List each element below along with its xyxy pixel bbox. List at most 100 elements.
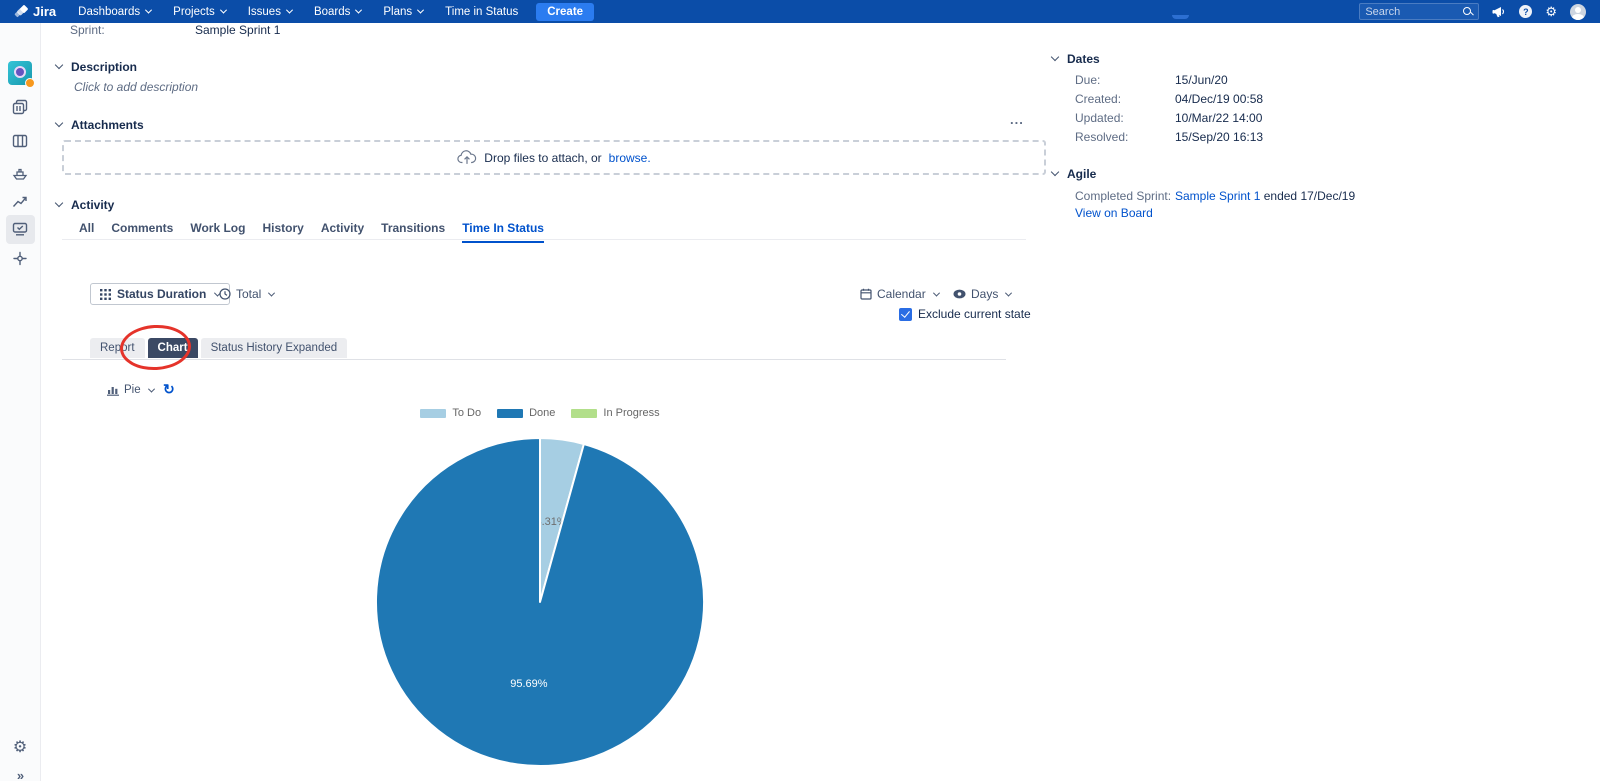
chevron-down-icon <box>145 6 153 14</box>
activity-tab-work-log[interactable]: Work Log <box>190 221 246 235</box>
user-avatar[interactable] <box>1570 3 1586 20</box>
calendar-dropdown-button[interactable]: Calendar <box>860 283 940 305</box>
board-icon[interactable] <box>12 133 28 149</box>
chevron-down-icon <box>285 6 293 14</box>
create-button[interactable]: Create <box>536 2 595 21</box>
exclude-current-state-label: Exclude current state <box>918 307 1031 321</box>
due-value: 15/Jun/20 <box>1175 73 1228 87</box>
brand-name: Jira <box>33 4 57 19</box>
chevron-down-icon <box>219 6 227 14</box>
activity-tab-all[interactable]: All <box>79 221 95 235</box>
legend-item-done[interactable]: Done <box>497 407 555 419</box>
project-avatar-robot-icon <box>14 66 26 78</box>
aggregate-dropdown-button[interactable]: Total <box>219 283 276 305</box>
chevron-down-icon <box>1005 289 1013 297</box>
reports-chart-icon[interactable] <box>12 194 28 210</box>
search-box[interactable] <box>1359 3 1480 20</box>
settings-gear-icon[interactable]: ⚙ <box>1545 4 1557 19</box>
add-item-icon[interactable] <box>13 251 28 266</box>
legend-item-to-do[interactable]: To Do <box>420 407 481 419</box>
view-tab-chart[interactable]: Chart <box>147 338 198 358</box>
activity-tab-transitions[interactable]: Transitions <box>381 221 446 235</box>
sprint-field-value[interactable]: Sample Sprint 1 <box>195 23 281 37</box>
resolved-label: Resolved: <box>1075 130 1129 144</box>
nav-menu-issues[interactable]: Issues <box>248 6 293 18</box>
pie-slice-done[interactable] <box>375 437 705 767</box>
view-tab-status-history-expanded[interactable]: Status History Expanded <box>200 338 348 358</box>
description-section-header[interactable]: Description <box>54 60 137 74</box>
attachments-section-header[interactable]: Attachments <box>54 118 144 132</box>
jira-logo[interactable]: Jira <box>14 4 56 19</box>
chart-legend: To Do Done In Progress <box>370 407 710 419</box>
nav-menu-time-in-status[interactable]: Time in Status <box>445 5 519 18</box>
nav-menu-projects[interactable]: Projects <box>173 6 227 18</box>
chart-type-dropdown-button[interactable]: Pie <box>107 384 155 396</box>
activity-tab-history[interactable]: History <box>262 221 304 235</box>
time-in-status-app-icon[interactable] <box>12 221 28 237</box>
exclude-current-state-control[interactable]: Exclude current state <box>899 307 1031 321</box>
top-navigation-bar: Jira Dashboards Projects Issues Boards P… <box>0 0 1600 23</box>
completed-sprint-value: Sample Sprint 1 ended 17/Dec/19 <box>1175 189 1355 203</box>
nav-menu-boards[interactable]: Boards <box>314 6 363 18</box>
legend-item-in-progress[interactable]: In Progress <box>571 407 660 419</box>
project-settings-gear-icon[interactable]: ⚙ <box>12 739 28 756</box>
legend-label: To Do <box>452 407 482 419</box>
help-icon[interactable]: ? <box>1519 5 1533 18</box>
sidebar-active-highlight <box>6 215 35 244</box>
dropzone-text: Drop files to attach, or <box>484 150 602 165</box>
nav-menu-dashboards[interactable]: Dashboards <box>78 6 153 18</box>
activity-tab-activity[interactable]: Activity <box>320 221 365 235</box>
dates-section-header[interactable]: Dates <box>1050 52 1100 66</box>
project-avatar-badge <box>25 78 35 88</box>
calendar-icon <box>860 288 872 300</box>
activity-tab-time-in-status[interactable]: Time In Status <box>462 221 544 243</box>
project-avatar[interactable] <box>8 61 35 88</box>
activity-section-header[interactable]: Activity <box>54 198 114 212</box>
releases-ship-icon[interactable] <box>12 166 28 182</box>
cut-off-avatar <box>1172 15 1189 19</box>
chevron-down-icon <box>147 385 155 393</box>
completed-sprint-label: Completed Sprint: <box>1075 189 1172 203</box>
clock-icon <box>219 288 231 300</box>
activity-tabs-divider <box>62 239 1026 240</box>
view-on-board-link[interactable]: View on Board <box>1075 206 1153 220</box>
created-label: Created: <box>1075 92 1122 106</box>
search-icon <box>1463 6 1473 17</box>
collapse-chevron-icon <box>54 60 64 70</box>
view-tab-bar: Report Chart Status History Expanded <box>90 338 348 358</box>
pie-slice-label: 95.69% <box>510 678 548 690</box>
due-label: Due: <box>1075 73 1101 87</box>
collapse-chevron-icon <box>54 198 64 208</box>
updated-label: Updated: <box>1075 111 1124 125</box>
backlog-icon[interactable] <box>12 99 28 115</box>
collapse-chevron-icon <box>1050 167 1060 177</box>
grid-icon <box>100 288 111 300</box>
chevron-down-icon <box>268 289 276 297</box>
agile-section-header[interactable]: Agile <box>1050 167 1096 181</box>
nav-right-cluster: ? ⚙ <box>1359 3 1586 20</box>
metric-dropdown-button[interactable]: Status Duration <box>90 283 231 305</box>
completed-sprint-link[interactable]: Sample Sprint 1 <box>1175 189 1261 203</box>
announcements-icon[interactable] <box>1492 6 1506 18</box>
refresh-icon[interactable]: ↻ <box>163 381 175 397</box>
browse-link[interactable]: browse. <box>608 150 651 165</box>
expand-sidebar-icon[interactable]: » <box>16 768 24 781</box>
completed-sprint-suffix: ended 17/Dec/19 <box>1263 189 1356 203</box>
status-duration-pie-chart: 4.31% 95.69% <box>375 437 705 767</box>
attachments-dropzone[interactable]: Drop files to attach, or browse. <box>62 140 1046 175</box>
nav-menu-plans[interactable]: Plans <box>383 6 425 18</box>
unit-dropdown-button[interactable]: Days <box>953 283 1013 305</box>
attachments-more-icon[interactable]: ... <box>1010 112 1024 127</box>
legend-label: Done <box>529 407 556 419</box>
exclude-current-state-checkbox[interactable] <box>899 307 912 321</box>
chevron-down-icon <box>355 6 363 14</box>
resolved-value: 15/Sep/20 16:13 <box>1175 130 1264 144</box>
description-placeholder[interactable]: Click to add description <box>74 80 199 94</box>
project-sidebar: ⚙ » <box>0 23 41 781</box>
activity-tab-comments[interactable]: Comments <box>111 221 174 235</box>
collapse-chevron-icon <box>54 118 64 128</box>
jira-logo-icon <box>14 5 28 18</box>
search-input[interactable] <box>1365 5 1464 18</box>
view-tab-report[interactable]: Report <box>90 338 145 358</box>
